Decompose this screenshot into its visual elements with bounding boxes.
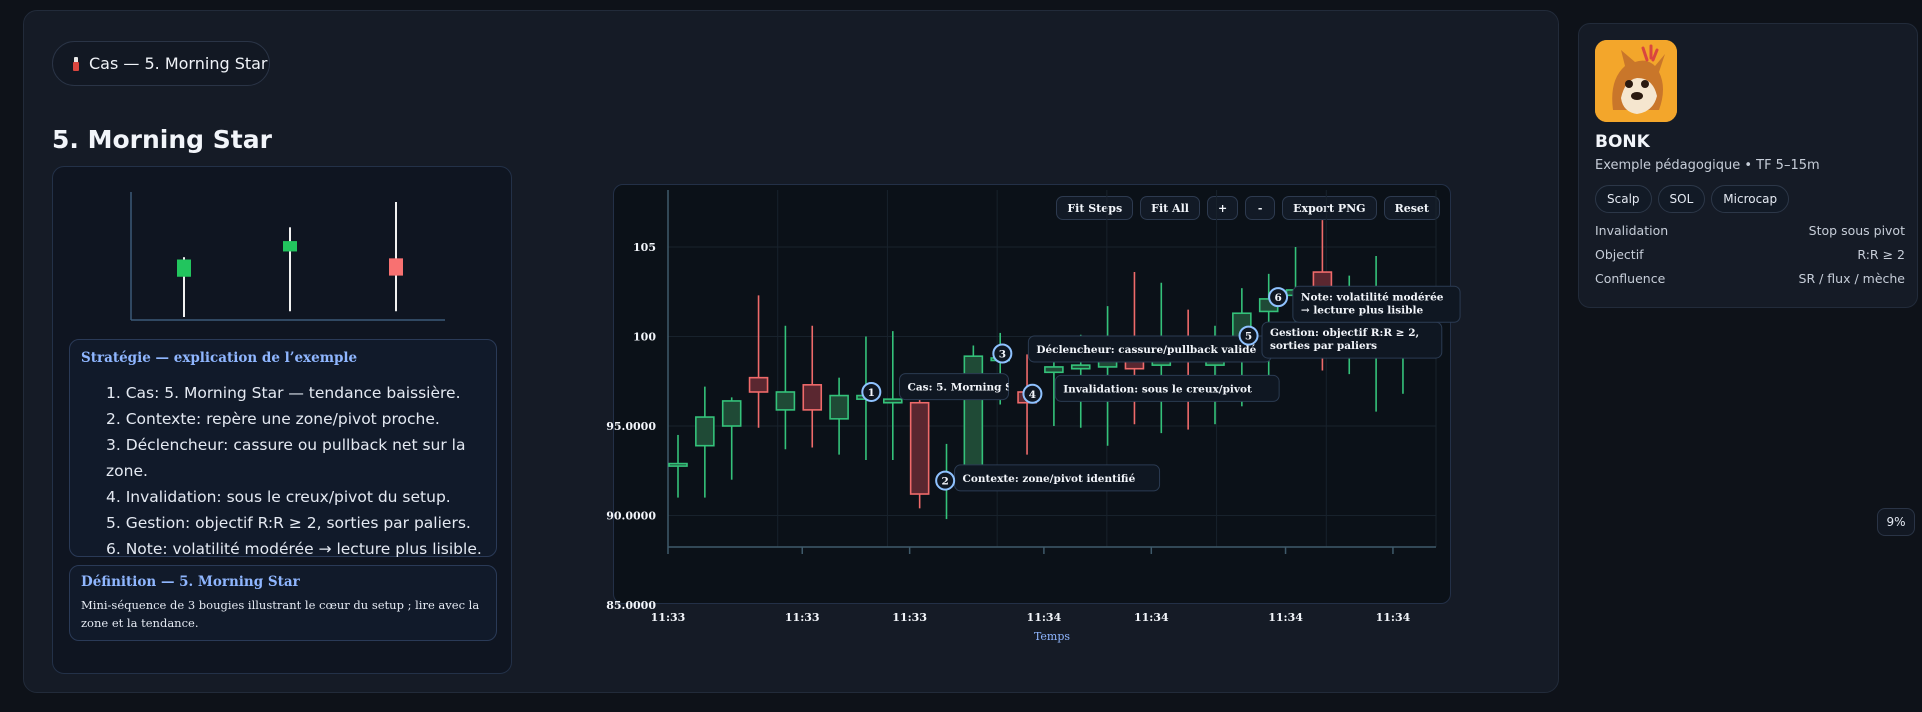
case-pill-label: Cas — 5. Morning Star xyxy=(89,54,268,73)
info-row-confluence: Confluence SR / flux / mèche xyxy=(1595,271,1905,286)
definition-title: Définition — 5. Morning Star xyxy=(81,574,300,590)
export-png-button[interactable]: Export PNG xyxy=(1282,196,1377,220)
setup-panel: Stratégie — explication de l’exemple 1. … xyxy=(52,166,512,674)
info-row-invalidation: Invalidation Stop sous pivot xyxy=(1595,223,1905,238)
info-value: Stop sous pivot xyxy=(1808,223,1905,238)
definition-text: Mini-séquence de 3 bougies illustrant le… xyxy=(81,598,480,630)
tag-scalp[interactable]: Scalp xyxy=(1595,185,1652,213)
tag-sol[interactable]: SOL xyxy=(1657,185,1706,213)
chart-toolbar: Fit Steps Fit All + - Export PNG Reset xyxy=(1056,196,1440,220)
info-label: Invalidation xyxy=(1595,223,1669,238)
dog-logo-icon xyxy=(1595,40,1677,122)
token-avatar xyxy=(1595,40,1677,122)
page-title: 5. Morning Star xyxy=(52,125,272,154)
strategy-title: Stratégie — explication de l’exemple xyxy=(81,350,358,366)
mini-candle-body xyxy=(389,258,403,276)
fit-all-button[interactable]: Fit All xyxy=(1140,196,1200,220)
mini-candle-chart xyxy=(130,192,445,321)
strategy-item: 6. Note: volatilité modérée → lecture pl… xyxy=(106,540,482,558)
zoom-badge[interactable]: 9% xyxy=(1877,508,1915,536)
definition-box: Définition — 5. Morning Star Mini-séquen… xyxy=(69,565,497,641)
mini-candle-body xyxy=(177,259,191,277)
token-tags: Scalp SOL Microcap xyxy=(1595,185,1790,213)
tag-microcap[interactable]: Microcap xyxy=(1711,185,1790,213)
strategy-box: Stratégie — explication de l’exemple 1. … xyxy=(69,339,497,558)
zoom-out-button[interactable]: - xyxy=(1245,196,1276,220)
strategy-item: 5. Gestion: objectif R:R ≥ 2, sorties pa… xyxy=(106,514,471,532)
zoom-in-button[interactable]: + xyxy=(1206,196,1239,220)
pushpin-icon xyxy=(71,56,81,71)
reset-button[interactable]: Reset xyxy=(1383,196,1440,220)
fit-steps-button[interactable]: Fit Steps xyxy=(1056,196,1134,220)
chart-frame[interactable]: Fit Steps Fit All + - Export PNG Reset xyxy=(613,184,1451,604)
info-value: SR / flux / mèche xyxy=(1798,271,1905,286)
strategy-item: 2. Contexte: repère une zone/pivot proch… xyxy=(106,410,440,428)
strategy-item: 1. Cas: 5. Morning Star — tendance baiss… xyxy=(106,384,461,402)
token-name: BONK xyxy=(1595,132,1650,152)
main-card: Cas — 5. Morning Star 5. Morning Star St… xyxy=(23,10,1559,693)
info-row-objectif: Objectif R:R ≥ 2 xyxy=(1595,247,1905,262)
info-label: Objectif xyxy=(1595,247,1644,262)
info-label: Confluence xyxy=(1595,271,1666,286)
mini-candle-body xyxy=(283,241,297,252)
strategy-item: 3. Déclencheur: cassure ou pullback net … xyxy=(106,436,466,480)
info-value: R:R ≥ 2 xyxy=(1857,247,1905,262)
strategy-item: 4. Invalidation: sous le creux/pivot du … xyxy=(106,488,451,506)
token-subtitle: Exemple pédagogique • TF 5–15m xyxy=(1595,158,1820,173)
token-card: BONK Exemple pédagogique • TF 5–15m Scal… xyxy=(1578,23,1918,308)
case-pill[interactable]: Cas — 5. Morning Star xyxy=(52,41,270,86)
strategy-list: 1. Cas: 5. Morning Star — tendance baiss… xyxy=(106,380,496,562)
